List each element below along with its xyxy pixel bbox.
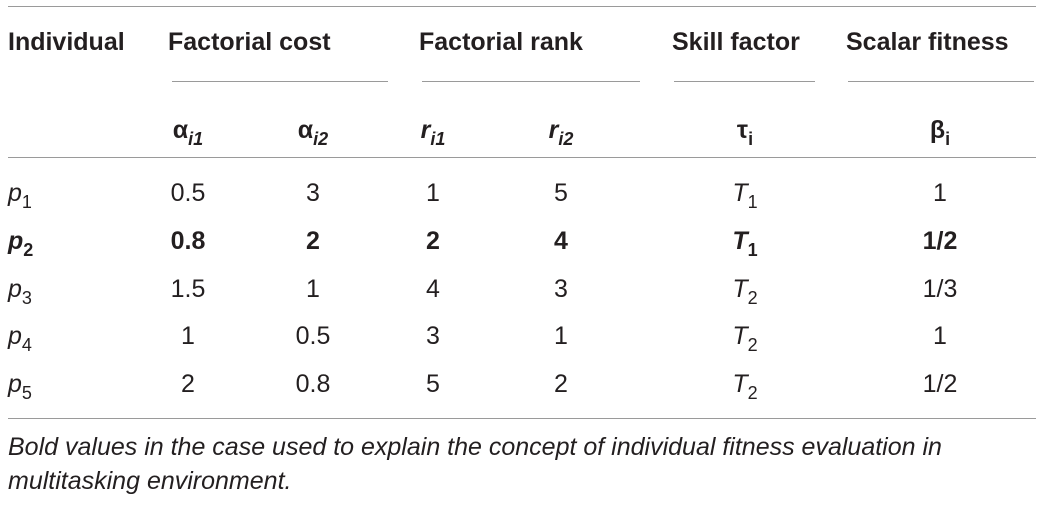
table-bottom-rule xyxy=(8,418,1036,419)
header-bottom-rule xyxy=(8,157,1036,158)
cell-r1-3: 4 xyxy=(426,275,440,303)
cell-alpha2-1: 3 xyxy=(306,179,320,207)
subheader-r-i1: ri1 xyxy=(420,116,446,149)
cell-individual-4: p4 xyxy=(8,322,32,355)
cell-alpha1-5: 2 xyxy=(181,370,195,398)
cell-beta-3: 1/3 xyxy=(922,275,958,303)
cell-alpha1-1: 0.5 xyxy=(170,179,206,207)
cell-tau-1: T1 xyxy=(732,179,758,212)
cell-alpha2-4: 0.5 xyxy=(295,322,331,350)
cell-beta-1: 1 xyxy=(933,179,947,207)
cell-r1-1: 1 xyxy=(426,179,440,207)
cell-r2-5: 2 xyxy=(554,370,568,398)
cell-individual-3: p3 xyxy=(8,275,32,308)
cell-r1-5: 5 xyxy=(426,370,440,398)
cell-alpha2-3: 1 xyxy=(306,275,320,303)
factorial-cost-rule xyxy=(172,81,388,82)
cell-individual-1: p1 xyxy=(8,179,32,212)
scalar-fitness-rule xyxy=(848,81,1034,82)
cell-tau-4: T2 xyxy=(732,322,758,355)
header-skill-factor: Skill factor xyxy=(672,28,800,56)
header-factorial-rank: Factorial rank xyxy=(419,28,583,56)
cell-beta-2: 1/2 xyxy=(922,227,958,255)
cell-r1-2: 2 xyxy=(426,227,440,255)
cell-r1-4: 3 xyxy=(426,322,440,350)
cell-alpha2-2: 2 xyxy=(306,227,320,255)
subheader-alpha-i1: αi1 xyxy=(172,116,204,149)
cell-tau-3: T2 xyxy=(732,275,758,308)
cell-tau-2: T1 xyxy=(732,227,758,260)
cell-alpha1-2: 0.8 xyxy=(170,227,206,255)
subheader-tau-i: τi xyxy=(736,116,754,149)
cell-alpha1-3: 1.5 xyxy=(170,275,206,303)
cell-r2-2: 4 xyxy=(554,227,568,255)
cell-r2-4: 1 xyxy=(554,322,568,350)
subheader-alpha-i2: αi2 xyxy=(297,116,329,149)
cell-individual-2: p2 xyxy=(8,227,34,260)
table-caption: Bold values in the case used to explain … xyxy=(8,433,942,495)
factorial-rank-rule xyxy=(422,81,640,82)
subheader-beta-i: βi xyxy=(929,116,951,149)
top-rule xyxy=(8,6,1036,7)
cell-r2-3: 3 xyxy=(554,275,568,303)
cell-beta-4: 1 xyxy=(933,322,947,350)
cell-beta-5: 1/2 xyxy=(922,370,958,398)
skill-factor-rule xyxy=(674,81,815,82)
cell-tau-5: T2 xyxy=(732,370,758,403)
header-individual: Individual xyxy=(8,28,125,56)
cell-r2-1: 5 xyxy=(554,179,568,207)
subheader-r-i2: ri2 xyxy=(548,116,574,149)
header-scalar-fitness: Scalar fitness xyxy=(846,28,1009,56)
cell-individual-5: p5 xyxy=(8,370,32,403)
cell-alpha2-5: 0.8 xyxy=(295,370,331,398)
header-factorial-cost: Factorial cost xyxy=(168,28,331,56)
cell-alpha1-4: 1 xyxy=(181,322,195,350)
